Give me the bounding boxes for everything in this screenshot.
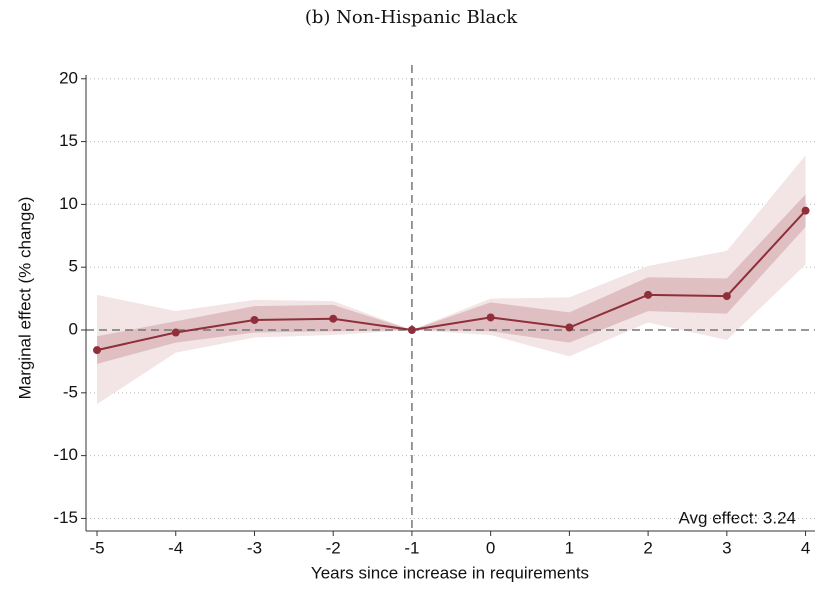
estimate-point <box>407 326 416 335</box>
x-tick-label: -2 <box>326 538 341 557</box>
estimate-line <box>96 209 807 352</box>
estimate-point <box>171 328 180 337</box>
x-tick-label: 4 <box>801 538 810 557</box>
x-tick-label: -1 <box>404 538 419 557</box>
estimate-point <box>722 292 731 301</box>
x-tick-label: -4 <box>168 538 183 557</box>
y-tick-label: -5 <box>63 382 78 401</box>
chart-title: (b) Non-Hispanic Black <box>305 7 518 28</box>
x-tick-label: 1 <box>565 538 574 557</box>
y-tick-label: 20 <box>59 68 78 87</box>
x-axis-label: Years since increase in requirements <box>311 563 589 582</box>
y-tick-label: -10 <box>53 445 78 464</box>
estimate-point <box>565 323 574 332</box>
x-tick-label: 3 <box>722 538 731 557</box>
estimate-point <box>250 315 259 324</box>
y-tick-label: 0 <box>69 319 78 338</box>
estimate-point <box>329 314 338 323</box>
x-tick-label: 2 <box>643 538 652 557</box>
y-axis-label: Marginal effect (% change) <box>15 197 34 400</box>
annotation: Avg effect: 3.24 <box>678 508 796 527</box>
estimate-point <box>486 313 495 322</box>
estimate-point <box>93 346 102 355</box>
estimate-point <box>644 290 653 299</box>
y-tick-label: 5 <box>69 257 78 276</box>
x-tick-label: 0 <box>486 538 495 557</box>
x-tick-label: -3 <box>247 538 262 557</box>
estimate-point <box>801 206 810 215</box>
confidence-band <box>97 194 806 364</box>
y-tick-label: -15 <box>53 508 78 527</box>
y-tick-label: 10 <box>59 194 78 213</box>
y-tick-label: 15 <box>59 131 78 150</box>
x-tick-label: -5 <box>89 538 104 557</box>
